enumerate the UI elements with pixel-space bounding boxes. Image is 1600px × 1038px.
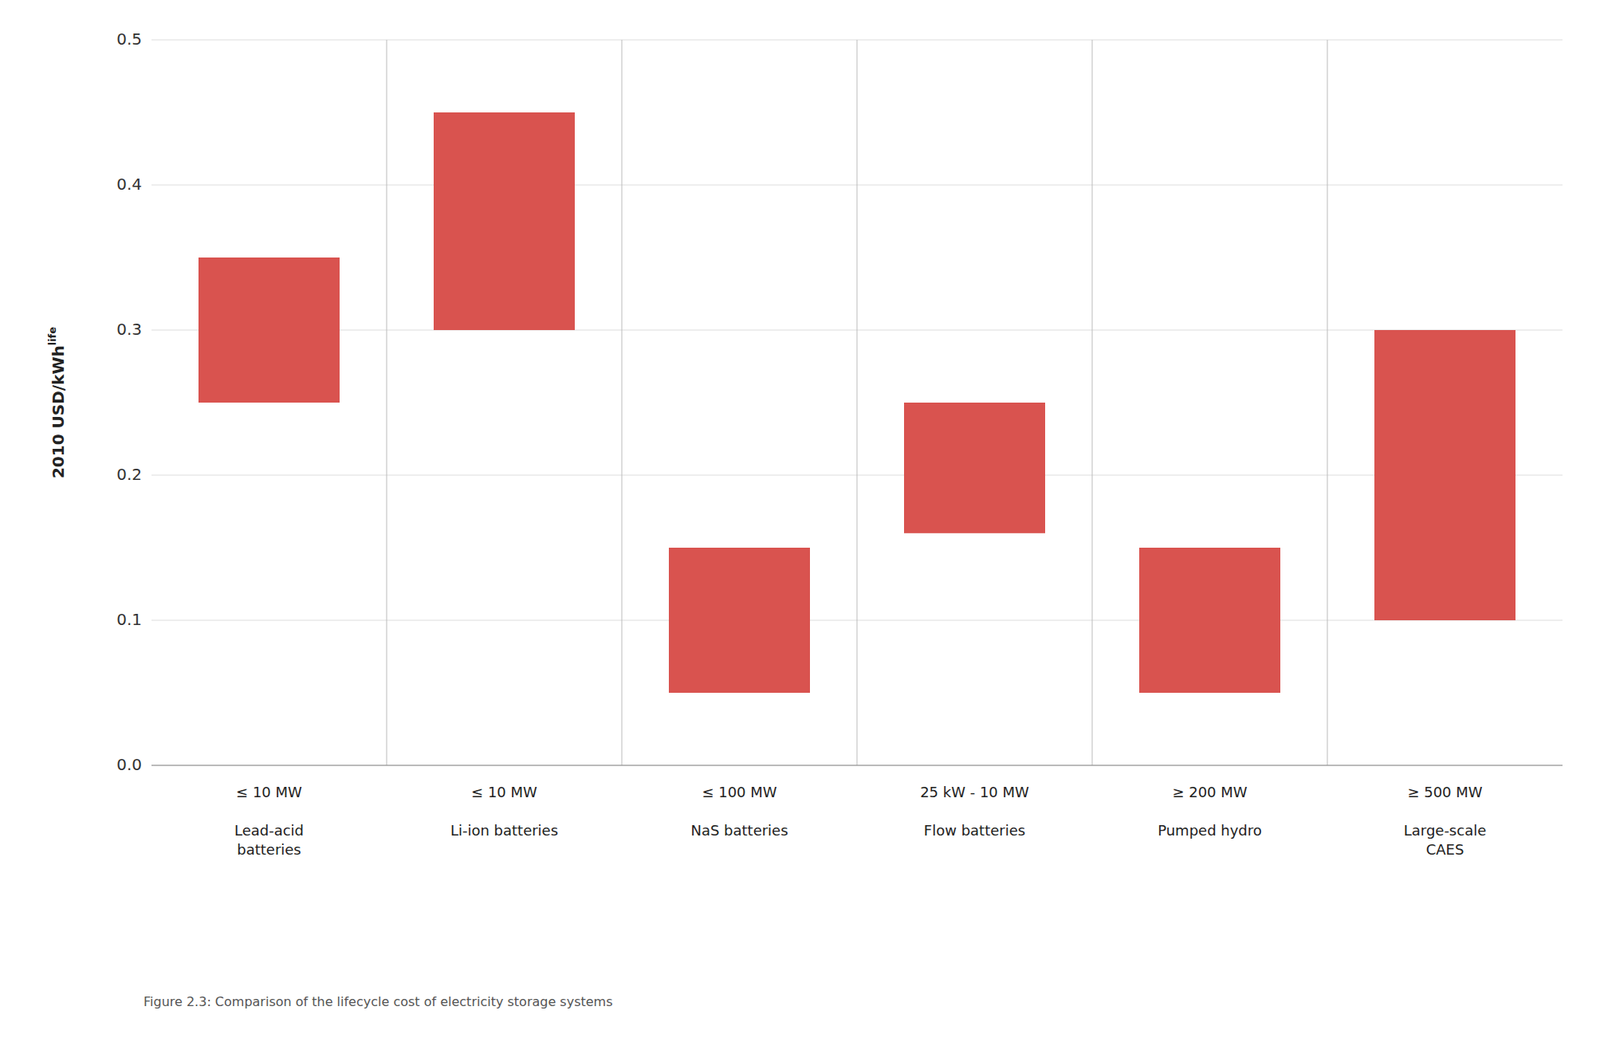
caption: Figure 2.3: Comparison of the lifecycle … [143,994,614,1010]
y-axis-label-main: 2010 USD/kWh [48,345,68,479]
category-separator [1092,39,1093,766]
y-axis-label-superscript: life [46,326,59,346]
x-tick-label: ≤ 100 MWNaS batteries [690,783,788,839]
category-separator [857,39,858,766]
chart: 0.0 0.1 0.2 0.3 0.4 0.5 ≤ 10 MWLead-acidbatter… [0,0,1600,1038]
x-tick-label: 25 kW - 10 MWFlow batteries [919,783,1030,839]
y-tick-label: 0.1 [116,609,142,629]
y-tick-label: 0.2 [116,464,142,484]
x-tick-label: ≤ 10 MWLead-acidbatteries [234,783,304,858]
bars [198,112,1516,693]
range-bar [904,402,1046,534]
grid-line [151,765,1563,767]
category-separator [1327,39,1329,766]
y-tick-label: 0.0 [116,754,142,775]
y-tick-label: 0.3 [116,319,142,339]
y-axis-label: 2010 USD/kWhlife [46,326,68,479]
x-tick-label: ≥ 200 MWPumped hydro [1157,783,1262,839]
category-separator [621,39,623,766]
x-axis-line [151,765,1563,767]
category-separator [386,39,388,766]
range-bar [668,547,810,693]
y-tick-label: 0.5 [116,29,142,49]
x-tick-label: ≥ 500 MWLarge-scaleCAES [1403,783,1487,858]
range-bar [1139,547,1281,693]
range-bar [198,257,340,403]
x-tick-label: ≤ 10 MWLi-ion batteries [450,783,559,839]
y-tick-label: 0.4 [116,174,142,194]
range-bar [1374,330,1516,621]
range-bar [433,112,575,331]
